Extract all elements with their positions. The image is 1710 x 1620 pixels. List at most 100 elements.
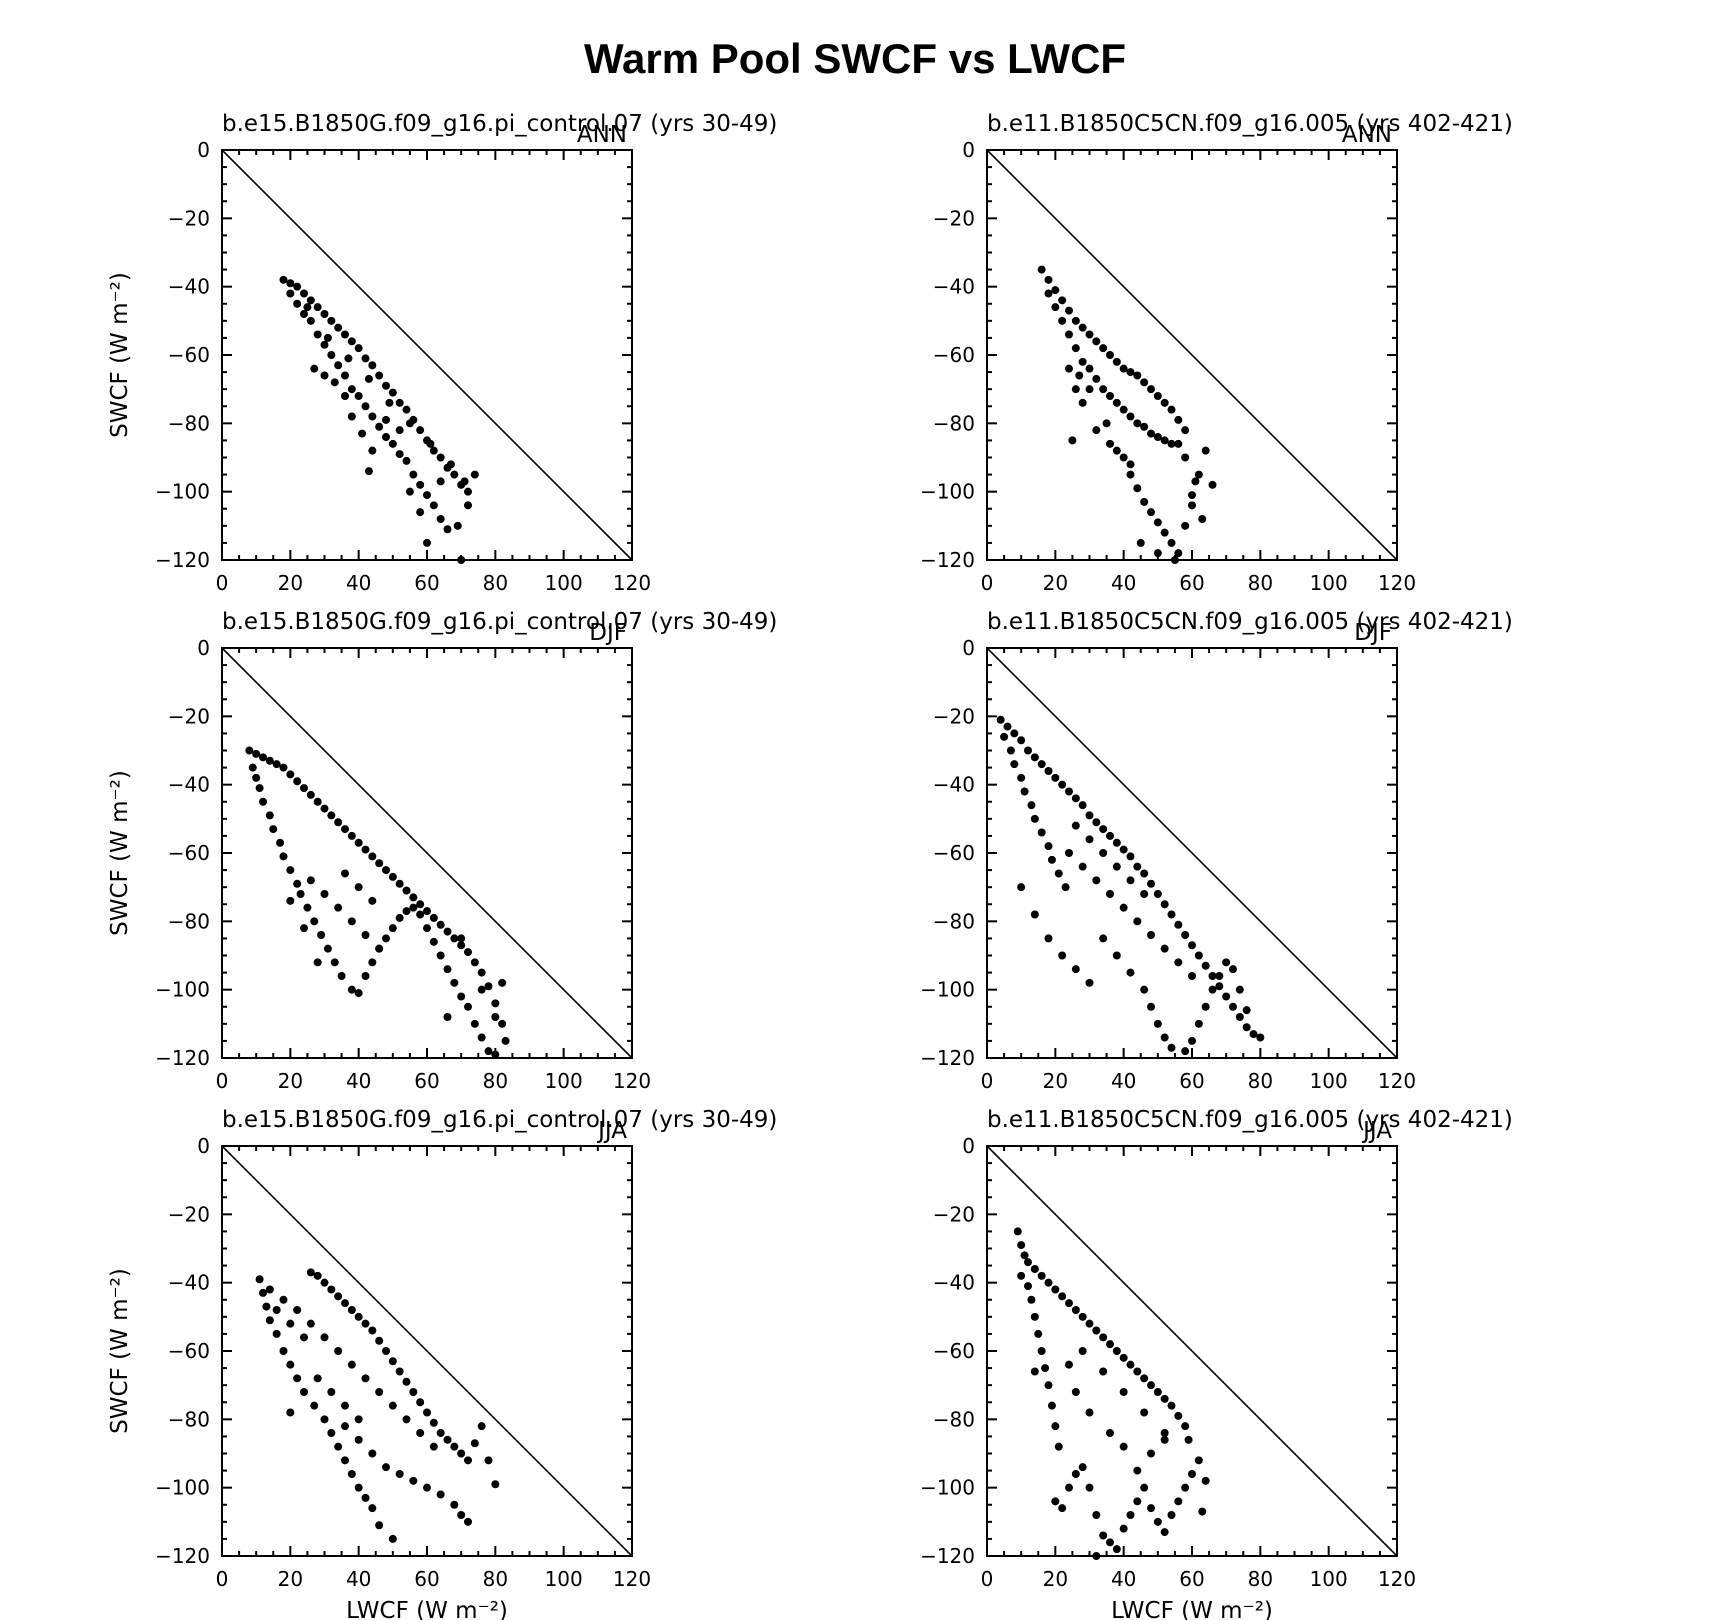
scatter-point	[484, 1456, 493, 1465]
reference-line	[221, 149, 633, 561]
scatter-point	[1194, 951, 1203, 960]
reference-line	[986, 149, 1398, 561]
scatter-point	[306, 876, 315, 885]
scatter-point	[388, 1401, 397, 1410]
scatter-points	[279, 275, 479, 564]
scatter-point	[1208, 972, 1217, 980]
scatter-point	[1112, 862, 1121, 871]
scatter-point	[1126, 412, 1135, 421]
scatter-point	[1013, 1227, 1022, 1236]
scatter-point	[1201, 1476, 1210, 1485]
scatter-point	[470, 470, 479, 479]
scatter-point	[354, 1483, 363, 1492]
scatter-point	[1194, 1019, 1203, 1028]
y-tick-label: −100	[155, 1476, 210, 1500]
scatter-point	[1126, 852, 1135, 861]
scatter-point	[262, 1302, 271, 1311]
scatter-point	[1065, 330, 1073, 339]
scatter-point	[375, 944, 384, 953]
scatter-point	[313, 1271, 322, 1280]
y-tick-label: −80	[168, 909, 210, 933]
scatter-points	[1037, 265, 1217, 564]
scatter-points	[1013, 1227, 1210, 1560]
x-tick-label: 80	[483, 1069, 508, 1093]
scatter-point	[436, 453, 445, 462]
scatter-point	[1198, 1507, 1207, 1516]
tick-marks	[986, 647, 1398, 1059]
scatter-point	[450, 934, 459, 943]
y-tick-label: −60	[168, 1339, 210, 1363]
scatter-point	[293, 1374, 302, 1383]
scatter-panel-6: b.e11.B1850C5CN.f09_g16.005 (yrs 402-421…	[920, 1107, 1513, 1620]
scatter-point	[310, 364, 319, 373]
scatter-point	[409, 893, 418, 902]
scatter-point	[1034, 1329, 1043, 1338]
scatter-point	[1188, 1470, 1196, 1478]
scatter-point	[1181, 1483, 1190, 1492]
scatter-point	[1133, 371, 1142, 380]
scatter-point	[477, 968, 486, 977]
scatter-point	[409, 1476, 418, 1485]
scatter-point	[1181, 521, 1190, 530]
y-tick-label: −60	[168, 343, 210, 367]
scatter-point	[1065, 787, 1073, 796]
scatter-point	[1106, 1340, 1114, 1349]
x-tick-label: 80	[1248, 1567, 1273, 1591]
scatter-point	[429, 1442, 438, 1451]
scatter-point	[313, 797, 322, 806]
scatter-point	[361, 972, 370, 980]
scatter-point	[1153, 518, 1162, 527]
scatter-point	[1174, 415, 1183, 424]
x-tick-label: 20	[1043, 1069, 1068, 1093]
scatter-point	[1085, 811, 1094, 820]
scatter-point	[405, 487, 414, 496]
scatter-point	[1020, 787, 1029, 796]
scatter-point	[323, 333, 332, 342]
y-tick-label: −20	[933, 206, 975, 230]
x-tick-label: 20	[278, 1567, 303, 1591]
y-tick-label: −120	[155, 1544, 210, 1568]
scatter-point	[1112, 398, 1121, 407]
scatter-point	[464, 501, 472, 510]
scatter-point	[1167, 405, 1176, 414]
scatter-point	[300, 924, 308, 933]
scatter-point	[286, 866, 295, 875]
tick-marks	[221, 149, 633, 561]
scatter-point	[1222, 992, 1231, 1001]
scatter-point	[423, 1408, 431, 1417]
scatter-point	[416, 1398, 425, 1407]
y-tick-label: −40	[168, 275, 210, 299]
x-tick-label: 40	[1111, 1567, 1136, 1591]
scatter-point	[1099, 934, 1108, 943]
y-tick-label: −40	[168, 1271, 210, 1295]
scatter-point	[423, 1483, 431, 1492]
scatter-point	[1071, 1388, 1080, 1396]
scatter-point	[1208, 480, 1217, 489]
x-tick-label: 60	[414, 571, 439, 595]
x-tick-label: 40	[346, 571, 371, 595]
scatter-point	[1044, 842, 1053, 851]
scatter-point	[1017, 773, 1026, 782]
scatter-panel-5: b.e15.B1850G.f09_g16.pi_control.07 (yrs …	[107, 1107, 777, 1620]
scatter-point	[388, 872, 397, 881]
reference-line	[221, 1145, 633, 1557]
scatter-point	[429, 446, 438, 455]
scatter-point	[1047, 855, 1056, 864]
scatter-point	[1044, 275, 1053, 284]
scatter-point	[1112, 357, 1121, 366]
panel-season-label: DJF	[589, 620, 627, 646]
y-tick-label: −100	[920, 978, 975, 1002]
panel-title: b.e15.B1850G.f09_g16.pi_control.07 (yrs …	[222, 1107, 777, 1133]
scatter-point	[334, 323, 343, 332]
scatter-point	[1188, 491, 1196, 500]
scatter-point	[1051, 1422, 1060, 1431]
scatter-point	[248, 763, 257, 772]
scatter-point	[306, 1268, 315, 1277]
scatter-point	[341, 1422, 349, 1431]
panel-title: b.e11.B1850C5CN.f09_g16.005 (yrs 402-421…	[987, 609, 1513, 635]
scatter-point	[252, 773, 261, 782]
scatter-point	[423, 491, 431, 500]
scatter-point	[347, 385, 356, 394]
scatter-point	[1092, 818, 1101, 827]
scatter-point	[1065, 849, 1073, 857]
